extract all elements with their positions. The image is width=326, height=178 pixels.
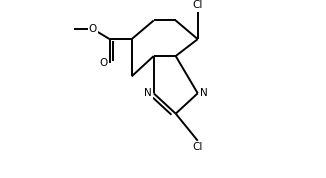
Text: O: O bbox=[89, 24, 97, 34]
Text: Cl: Cl bbox=[193, 142, 203, 152]
Text: N: N bbox=[200, 88, 208, 98]
Text: O: O bbox=[99, 58, 108, 68]
Text: N: N bbox=[144, 88, 152, 98]
Text: Cl: Cl bbox=[193, 0, 203, 10]
